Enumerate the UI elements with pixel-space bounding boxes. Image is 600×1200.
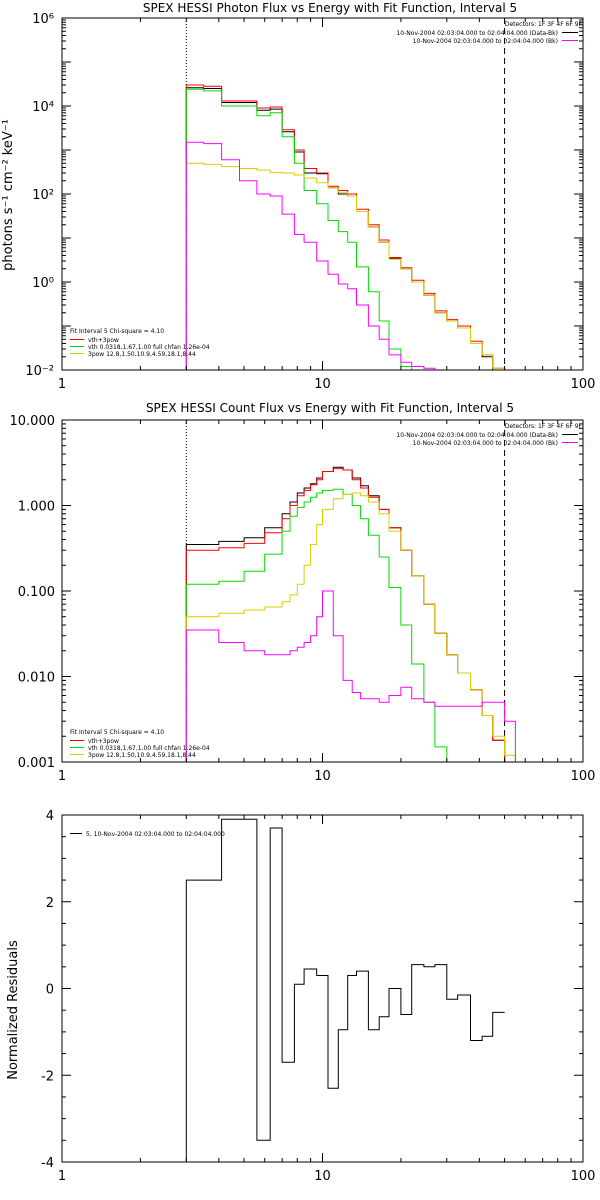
series-line-3 <box>185 492 516 762</box>
photon-flux-detector-label: Detectors: 1F 3F 4F 6F 9F <box>505 21 583 28</box>
count-flux-panel: SPEX HESSI Count Flux vs Energy with Fit… <box>10 401 596 784</box>
y-tick-label: 4 <box>46 809 54 824</box>
y-tick-label: 0 <box>46 983 54 998</box>
plot-frame <box>61 814 584 1163</box>
photon-flux-y-axis-label: photons s⁻¹ cm⁻² keV⁻¹ <box>1 119 16 271</box>
series-line-0 <box>185 466 516 762</box>
x-tick-label: 1 <box>58 1169 66 1184</box>
photon-flux-panel: SPEX HESSI Photon Flux vs Energy with Fi… <box>1 1 596 392</box>
y-tick-label: -4 <box>41 1156 54 1171</box>
x-tick-label: 1 <box>58 769 66 784</box>
photon-flux-data-label-1: 10-Nov-2004 02:03:04.000 to 02:04:04.000… <box>396 30 558 37</box>
residuals-legend-item: 5, 10-Nov-2004 02:03:04.000 to 02:04:04.… <box>86 831 225 838</box>
y-tick-label: 0.001 <box>18 756 55 771</box>
y-tick-label: 0.100 <box>18 585 55 600</box>
count-flux-legend-item-3: 3pow 12.8,1.50,10.9,4.59,18.1,8.44 <box>88 752 196 759</box>
y-tick-label: 1.000 <box>18 500 55 515</box>
series-line-0 <box>185 818 505 1162</box>
x-tick-label: 10 <box>314 377 331 392</box>
photon-flux-legend-item-3: 3pow 12.8,1.50,10.9,4.59,18.1,8.44 <box>88 351 196 358</box>
series-line-4 <box>185 141 436 370</box>
residuals-y-axis-label: Normalized Residuals <box>6 940 21 1080</box>
count-flux-data-label-2: 10-Nov-2004 02:03:04.000 to 02:04:04.000… <box>413 440 558 447</box>
count-flux-legend-header: Fit Interval 5 Chi-square = 4.10 <box>70 729 164 736</box>
photon-flux-legend-header: Fit Interval 5 Chi-square = 4.10 <box>70 328 164 335</box>
x-tick-label: 100 <box>571 1169 596 1184</box>
y-tick-label: -2 <box>41 1069 54 1084</box>
series-line-4 <box>185 590 526 762</box>
y-tick-label: 10⁰ <box>32 276 54 291</box>
series-line-2 <box>185 488 448 762</box>
count-flux-legend-item-1: vth+3pow <box>88 738 119 745</box>
y-tick-label: 10² <box>32 188 54 203</box>
residuals-panel: Normalized Residuals 5, 10-Nov-2004 02:0… <box>6 809 595 1184</box>
count-flux-data-label-1: 10-Nov-2004 02:03:04.000 to 02:04:04.000… <box>396 432 558 439</box>
y-tick-label: 10⁴ <box>32 100 54 115</box>
series-line-1 <box>185 468 516 762</box>
series-line-0 <box>185 87 506 370</box>
count-flux-title: SPEX HESSI Count Flux vs Energy with Fit… <box>146 401 514 415</box>
y-tick-label: 0.010 <box>18 671 55 686</box>
x-tick-label: 100 <box>571 769 596 784</box>
y-tick-label: 10⁻² <box>25 364 54 379</box>
series-line-3 <box>185 162 506 370</box>
y-tick-label: 10⁶ <box>32 12 54 27</box>
x-tick-label: 10 <box>314 1169 331 1184</box>
y-tick-label: 10.000 <box>10 414 56 429</box>
series-line-2 <box>185 88 413 370</box>
series-line-1 <box>185 84 506 370</box>
photon-flux-legend-item-1: vth+3pow <box>88 337 119 344</box>
x-tick-label: 10 <box>314 769 331 784</box>
x-tick-label: 100 <box>571 377 596 392</box>
x-tick-label: 1 <box>58 377 66 392</box>
count-flux-legend-item-2: vth 0.0318,1.67,1.00 full chfan 1.26e-04 <box>88 745 210 752</box>
y-tick-label: 2 <box>46 896 54 911</box>
photon-flux-title: SPEX HESSI Photon Flux vs Energy with Fi… <box>143 1 517 15</box>
count-flux-detector-label: Detectors: 1F 3F 4F 6F 9F <box>505 423 583 430</box>
photon-flux-data-label-2: 10-Nov-2004 02:03:04.000 to 02:04:04.000… <box>413 38 558 45</box>
photon-flux-legend-item-2: vth 0.0318,1.67,1.00 full chfan 1.26e-04 <box>88 344 210 351</box>
